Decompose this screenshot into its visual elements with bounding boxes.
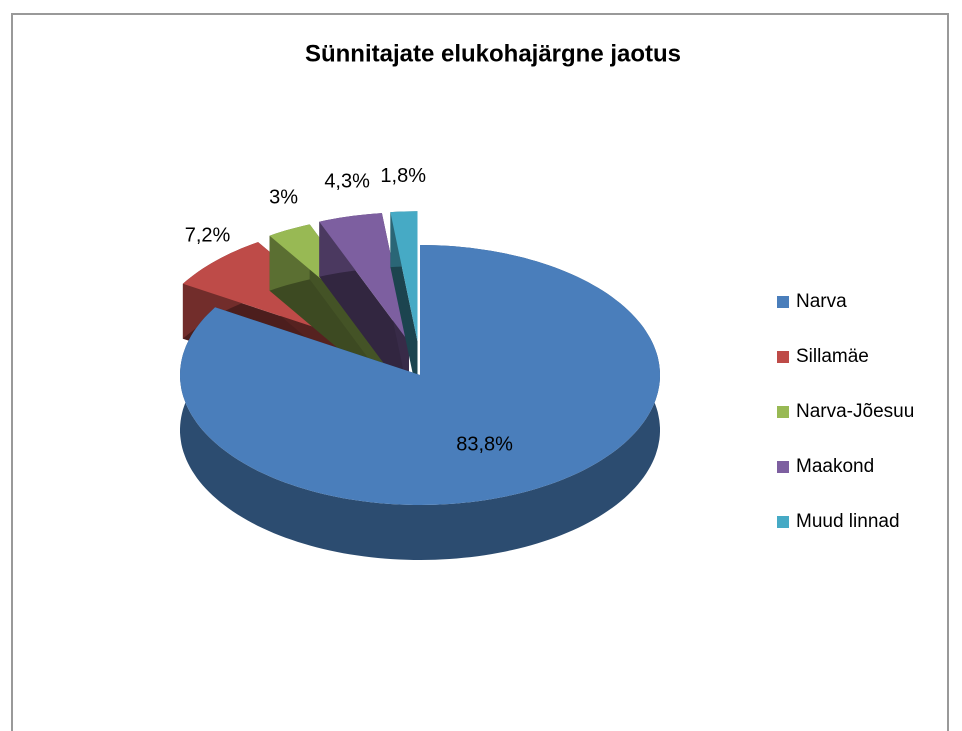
slice-top: [180, 245, 660, 505]
slice-top: [390, 211, 418, 342]
chart-title: Sünnitajate elukohajärgne jaotus: [305, 40, 681, 67]
legend-label: Narva-Jõesuu: [796, 401, 914, 422]
legend-label: Maakond: [796, 456, 874, 477]
legend-label: Sillamäe: [796, 346, 869, 367]
pie-slice: [390, 211, 418, 397]
data-label: 1,8%: [380, 165, 426, 187]
legend-swatch: [777, 461, 789, 473]
legend-swatch: [777, 296, 789, 308]
legend-label: Narva: [796, 291, 847, 312]
legend-swatch: [777, 516, 789, 528]
legend-swatch: [777, 406, 789, 418]
data-label: 7,2%: [185, 224, 231, 246]
data-label: 83,8%: [456, 434, 513, 456]
pie: 7,2% 3% 4,3% 1,8% 83,8%: [180, 165, 660, 560]
slice-top: [319, 213, 409, 343]
chart-frame: [11, 13, 949, 731]
data-label: 4,3%: [324, 171, 370, 193]
pie-slice: [319, 213, 409, 398]
legend: Narva Sillamäe Narva-Jõesuu Maakond Muud lin…: [777, 291, 914, 532]
data-label: 3%: [269, 187, 298, 209]
legend-swatch: [777, 351, 789, 363]
pie-slice: [180, 245, 660, 560]
legend-label: Muud linnad: [796, 511, 900, 532]
